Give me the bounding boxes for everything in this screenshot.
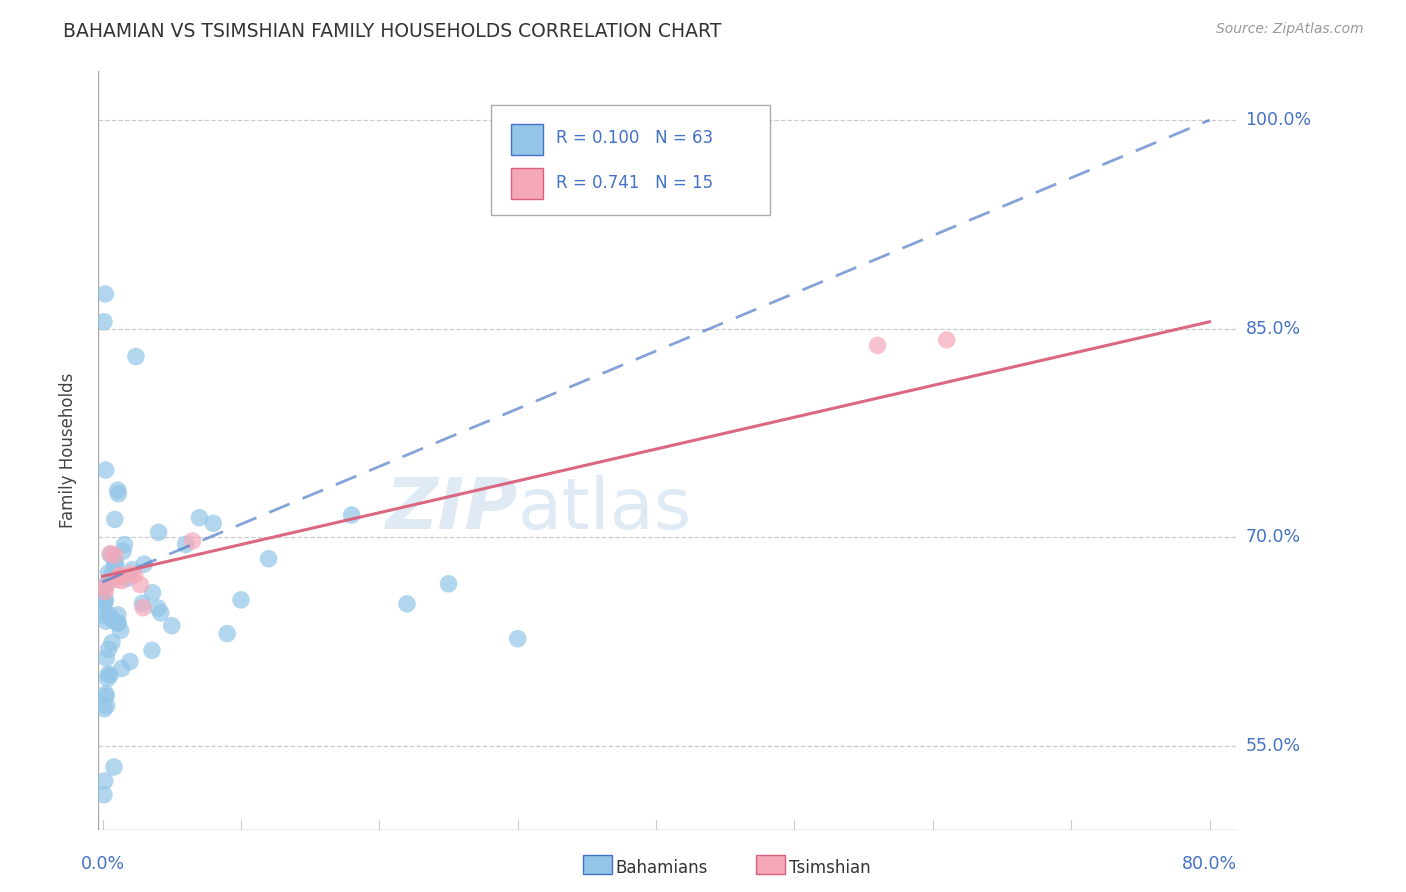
- Point: [132, 600, 155, 615]
- Point: [104, 512, 127, 526]
- Point: [103, 760, 125, 774]
- Point: [146, 601, 169, 615]
- Point: [395, 597, 418, 611]
- Point: [97, 642, 120, 657]
- Point: [131, 596, 153, 610]
- Point: [93, 788, 115, 802]
- Point: [437, 576, 460, 591]
- Point: [107, 607, 129, 622]
- Point: [935, 333, 957, 347]
- Point: [121, 563, 143, 577]
- Point: [506, 632, 529, 646]
- Point: [96, 698, 118, 713]
- Point: [93, 608, 115, 623]
- Text: R = 0.741   N = 15: R = 0.741 N = 15: [557, 174, 713, 192]
- Point: [174, 537, 197, 551]
- Point: [93, 597, 115, 611]
- Point: [118, 655, 141, 669]
- Point: [94, 584, 117, 599]
- Point: [120, 567, 142, 582]
- Point: [93, 580, 115, 594]
- Point: [160, 618, 183, 632]
- Point: [111, 661, 134, 675]
- Point: [107, 486, 129, 500]
- Point: [866, 338, 889, 352]
- Point: [148, 525, 170, 540]
- Point: [107, 616, 129, 631]
- Text: 85.0%: 85.0%: [1246, 319, 1301, 338]
- Point: [117, 571, 139, 585]
- Point: [104, 558, 127, 573]
- Point: [98, 547, 121, 561]
- Point: [93, 315, 115, 329]
- Text: 100.0%: 100.0%: [1246, 111, 1312, 129]
- Point: [94, 690, 117, 704]
- Point: [94, 593, 117, 607]
- Point: [111, 544, 134, 558]
- Text: 70.0%: 70.0%: [1246, 528, 1301, 547]
- Point: [107, 616, 129, 631]
- Point: [217, 626, 239, 640]
- Text: Tsimshian: Tsimshian: [789, 859, 870, 877]
- Point: [188, 510, 211, 524]
- Point: [125, 350, 148, 364]
- Text: Bahamians: Bahamians: [616, 859, 709, 877]
- FancyBboxPatch shape: [491, 105, 770, 216]
- Point: [129, 577, 152, 591]
- Point: [98, 548, 121, 562]
- Point: [108, 569, 131, 583]
- Point: [111, 574, 134, 588]
- Point: [103, 555, 125, 569]
- Point: [94, 287, 117, 301]
- Point: [93, 773, 115, 788]
- Point: [97, 667, 120, 681]
- Point: [340, 508, 363, 522]
- Text: 80.0%: 80.0%: [1182, 855, 1237, 872]
- Point: [94, 593, 117, 607]
- Point: [107, 483, 129, 497]
- Point: [98, 668, 121, 682]
- Point: [257, 551, 280, 566]
- Point: [181, 533, 204, 548]
- Text: ZIP: ZIP: [385, 475, 517, 544]
- Point: [103, 548, 125, 562]
- Point: [97, 574, 120, 589]
- Point: [114, 538, 136, 552]
- Text: atlas: atlas: [517, 475, 692, 544]
- Point: [94, 614, 117, 628]
- Point: [108, 568, 131, 582]
- Point: [202, 516, 225, 531]
- Point: [96, 672, 118, 686]
- Point: [101, 635, 124, 649]
- Point: [132, 557, 155, 571]
- Point: [101, 613, 124, 627]
- Point: [96, 651, 118, 665]
- Text: Source: ZipAtlas.com: Source: ZipAtlas.com: [1216, 22, 1364, 37]
- FancyBboxPatch shape: [510, 168, 543, 199]
- Point: [141, 643, 163, 657]
- Text: 0.0%: 0.0%: [80, 855, 125, 872]
- Point: [93, 702, 115, 716]
- Text: BAHAMIAN VS TSIMSHIAN FAMILY HOUSEHOLDS CORRELATION CHART: BAHAMIAN VS TSIMSHIAN FAMILY HOUSEHOLDS …: [63, 22, 721, 41]
- Point: [97, 607, 120, 622]
- Point: [94, 463, 117, 477]
- Point: [97, 566, 120, 580]
- Point: [229, 593, 252, 607]
- Point: [105, 573, 128, 587]
- Point: [94, 687, 117, 701]
- Text: 55.0%: 55.0%: [1246, 737, 1301, 756]
- Point: [124, 567, 146, 582]
- Point: [104, 557, 127, 571]
- Text: Family Households: Family Households: [59, 373, 77, 528]
- FancyBboxPatch shape: [510, 124, 543, 155]
- Point: [101, 566, 124, 581]
- Text: R = 0.100   N = 63: R = 0.100 N = 63: [557, 129, 713, 147]
- Point: [94, 579, 117, 593]
- Point: [110, 624, 132, 638]
- Point: [149, 606, 172, 620]
- Point: [142, 586, 165, 600]
